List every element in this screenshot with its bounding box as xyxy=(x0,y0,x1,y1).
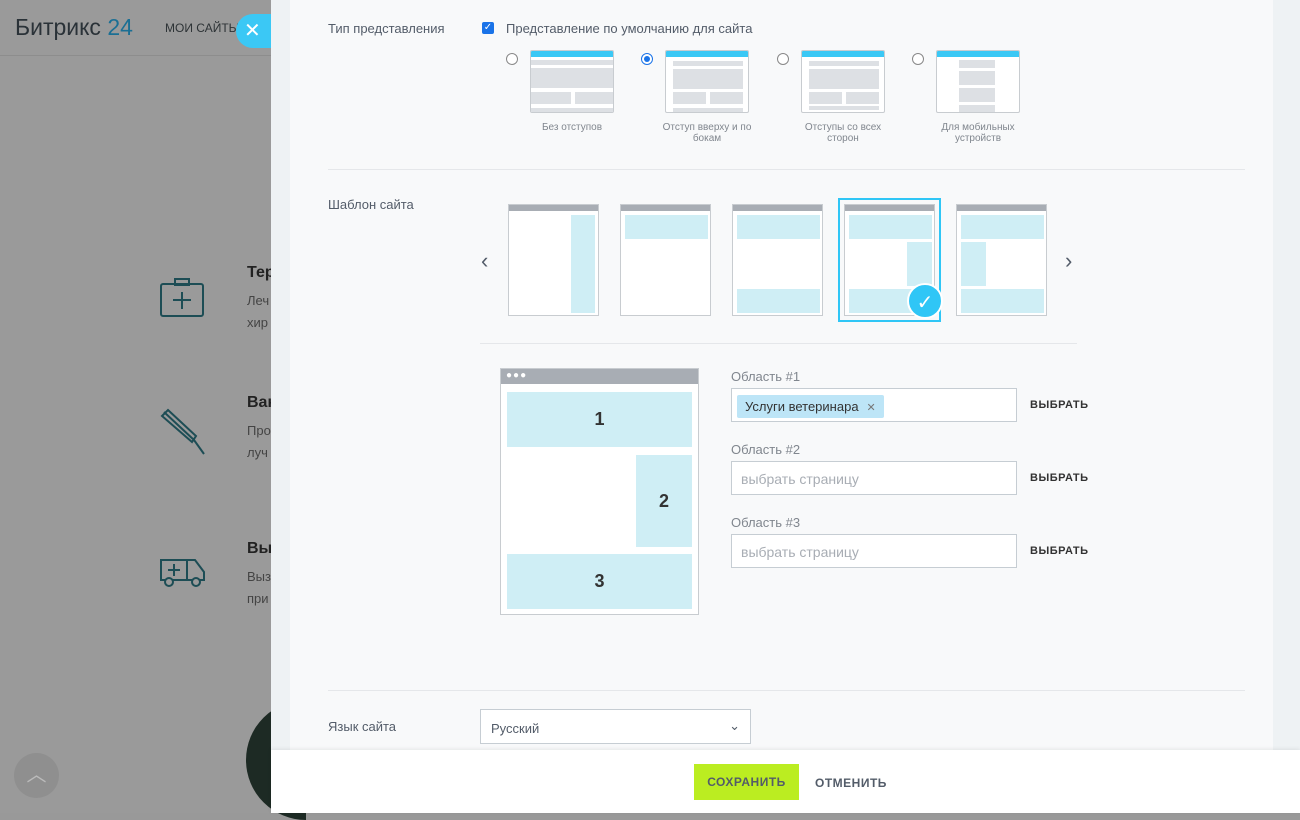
carousel-next-button[interactable]: › xyxy=(1065,248,1073,273)
template-option[interactable] xyxy=(732,204,823,316)
save-button[interactable]: СОХРАНИТЬ xyxy=(694,764,799,800)
area-3-label: Область #3 xyxy=(731,515,801,530)
template-option[interactable] xyxy=(508,204,599,316)
window-dots-icon: ●●● xyxy=(501,369,698,384)
syringe-icon xyxy=(160,408,205,455)
preview-area-3: 3 xyxy=(507,554,692,609)
template-option[interactable] xyxy=(620,204,711,316)
feature-desc: Про луч xyxy=(247,423,271,460)
remove-tag-icon[interactable]: ✕ xyxy=(866,402,876,414)
selected-language: Русский xyxy=(491,721,540,736)
header-divider xyxy=(0,55,271,56)
default-view-checkbox-label[interactable]: Представление по умолчанию для сайта xyxy=(506,21,753,36)
radio[interactable] xyxy=(912,53,924,65)
template-option-selected[interactable]: ✓ xyxy=(838,198,943,322)
feature-desc: Леч хир xyxy=(247,293,270,330)
settings-content: Тип представления ✓ Представление по умо… xyxy=(290,0,1273,750)
option-caption: Для мобильных устройств xyxy=(941,122,1015,144)
layout-thumbnail[interactable] xyxy=(530,50,614,113)
option-caption: Отступы со всех сторон xyxy=(804,122,882,144)
area-2-label: Область #2 xyxy=(731,442,801,457)
layout-thumbnail[interactable] xyxy=(936,50,1020,113)
template-option[interactable] xyxy=(956,204,1047,316)
feature-title: Вак xyxy=(247,394,271,411)
logo-number: 24 xyxy=(107,14,133,40)
preview-area-2: 2 xyxy=(636,455,692,547)
site-language-select[interactable]: Русский ⌄ xyxy=(480,709,751,744)
scroll-up-button[interactable]: ︿ xyxy=(14,753,59,798)
cancel-button[interactable]: ОТМЕНИТЬ xyxy=(815,776,887,790)
settings-panel: Тип представления ✓ Представление по умо… xyxy=(271,0,1300,813)
feature-title: Вы xyxy=(247,540,271,557)
feature-title: Тер xyxy=(247,264,271,281)
option-caption: Отступ вверху и по бокам xyxy=(662,122,752,144)
option-caption: Без отступов xyxy=(541,122,603,133)
preview-area-1: 1 xyxy=(507,392,692,447)
carousel-prev-button[interactable]: ‹ xyxy=(481,248,489,273)
divider xyxy=(328,690,1245,691)
radio[interactable] xyxy=(641,53,653,65)
feature-desc: Выз при xyxy=(247,569,271,606)
nav-my-sites[interactable]: МОИ САЙТЫ xyxy=(165,21,240,35)
radio[interactable] xyxy=(777,53,789,65)
radio[interactable] xyxy=(506,53,518,65)
logo[interactable]: Битрикс 24 xyxy=(15,14,133,41)
close-icon: ✕ xyxy=(244,20,261,42)
site-language-label: Язык сайта xyxy=(328,719,397,734)
area-3-input[interactable]: выбрать страницу xyxy=(731,534,1017,568)
divider xyxy=(480,343,1077,344)
layout-thumbnail[interactable] xyxy=(665,50,749,113)
ambulance-icon xyxy=(160,559,205,587)
layout-thumbnail[interactable] xyxy=(801,50,885,113)
selected-page-tag: Услуги ветеринара ✕ xyxy=(737,395,884,418)
area-2-pick-button[interactable]: ВЫБРАТЬ xyxy=(1030,472,1089,484)
area-1-label: Область #1 xyxy=(731,369,801,384)
area-2-input[interactable]: выбрать страницу xyxy=(731,461,1017,495)
close-panel-button[interactable]: ✕ xyxy=(236,14,276,48)
area-1-input[interactable]: Услуги ветеринара ✕ xyxy=(731,388,1017,422)
template-preview: ●●● 1 2 3 xyxy=(500,368,699,615)
view-type-label: Тип представления xyxy=(328,21,445,36)
logo-text: Битрикс xyxy=(15,14,101,40)
checkmark-icon: ✓ xyxy=(907,283,943,319)
chevron-down-icon: ⌄ xyxy=(729,718,740,733)
site-template-label: Шаблон сайта xyxy=(328,197,414,212)
default-view-checkbox[interactable]: ✓ xyxy=(482,22,494,34)
area-1-pick-button[interactable]: ВЫБРАТЬ xyxy=(1030,399,1089,411)
chevron-up-icon: ︿ xyxy=(26,764,47,786)
panel-footer: СОХРАНИТЬ ОТМЕНИТЬ xyxy=(271,750,1300,813)
medical-kit-icon xyxy=(160,278,204,317)
divider xyxy=(328,169,1245,170)
area-3-pick-button[interactable]: ВЫБРАТЬ xyxy=(1030,545,1089,557)
